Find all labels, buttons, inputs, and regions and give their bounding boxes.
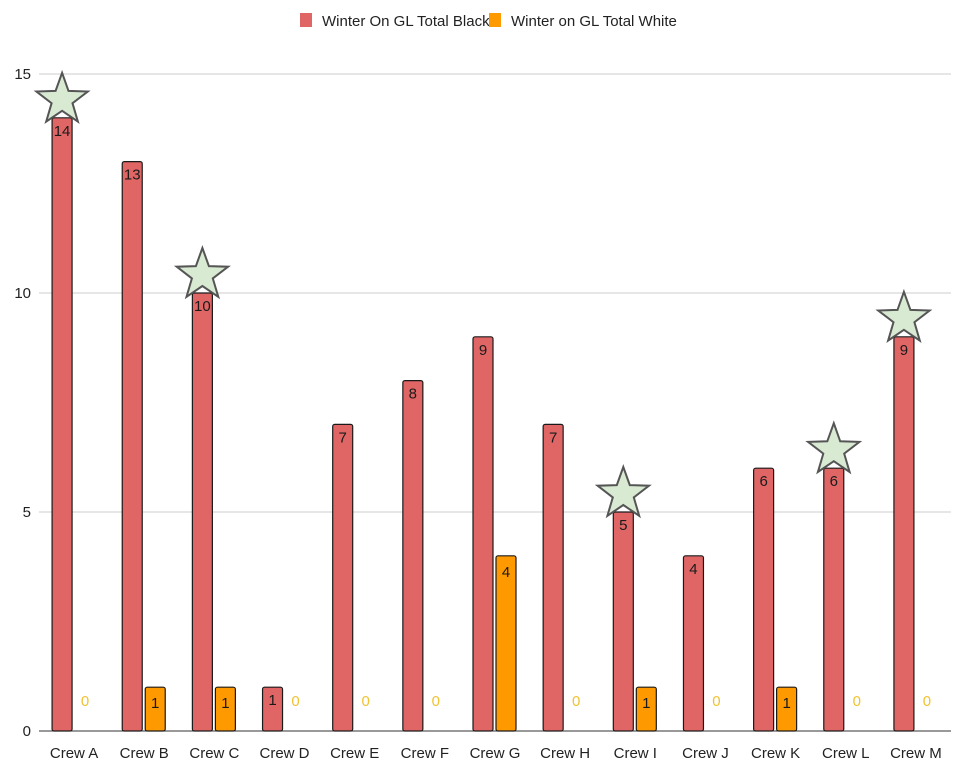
bar-black-crew-c (191, 292, 213, 732)
legend-swatch-winter-on-gl-total-black (300, 13, 312, 27)
data-label-black-crew-l: 6 (830, 473, 838, 490)
legend-label-winter-on-gl-total-white: Winter on GL Total White (511, 13, 677, 30)
bar-black-crew-i (612, 511, 634, 732)
star-marker-crew-a (33, 69, 91, 125)
data-label-white-crew-f: 0 (432, 693, 440, 710)
bar-black-crew-g (472, 336, 494, 732)
x-tick-label-crew-m: Crew M (890, 745, 942, 762)
data-label-white-crew-e: 0 (362, 693, 370, 710)
x-tick-label-crew-i: Crew I (614, 745, 657, 762)
data-label-black-crew-a: 14 (54, 123, 71, 140)
data-label-black-crew-f: 8 (409, 386, 417, 403)
bar-white-crew-g (495, 555, 517, 732)
data-label-black-crew-m: 9 (900, 342, 908, 359)
y-tick-label-10: 10 (14, 285, 31, 302)
bar-white-crew-c (214, 686, 236, 732)
bar-black-crew-b (121, 161, 143, 732)
data-label-black-crew-h: 7 (549, 429, 557, 446)
data-label-black-crew-k: 6 (759, 473, 767, 490)
data-label-black-crew-d: 1 (268, 692, 276, 709)
star-marker-crew-c (173, 245, 231, 300)
data-label-white-crew-d: 0 (291, 693, 299, 710)
data-label-white-crew-l: 0 (853, 693, 861, 710)
bar-black-crew-a (51, 117, 73, 732)
legend-label-winter-on-gl-total-black: Winter On GL Total Black (322, 13, 490, 30)
legend-swatch-winter-on-gl-total-white (489, 13, 501, 27)
y-tick-label-0: 0 (23, 723, 31, 740)
x-tick-label-crew-d: Crew D (260, 745, 310, 762)
data-label-black-crew-i: 5 (619, 517, 627, 534)
x-tick-label-crew-b: Crew B (120, 745, 169, 762)
data-label-white-crew-j: 0 (712, 693, 720, 710)
data-label-black-crew-c: 10 (194, 298, 211, 315)
data-label-white-crew-k: 1 (782, 695, 790, 712)
bar-white-crew-b (144, 686, 166, 732)
star-marker-crew-l (805, 420, 863, 475)
data-label-white-crew-h: 0 (572, 693, 580, 710)
x-tick-label-crew-k: Crew K (751, 745, 800, 762)
data-label-black-crew-g: 9 (479, 342, 487, 359)
chart-legend: Winter On GL Total Black Winter on GL Tot… (300, 13, 677, 30)
x-tick-label-crew-h: Crew H (540, 745, 590, 762)
star-markers (33, 69, 933, 519)
x-tick-label-crew-l: Crew L (822, 745, 870, 762)
star-marker-crew-i (594, 464, 652, 519)
data-label-white-crew-b: 1 (151, 695, 159, 712)
data-label-black-crew-j: 4 (689, 561, 697, 578)
x-tick-label-crew-c: Crew C (189, 745, 239, 762)
data-label-black-crew-b: 13 (124, 167, 141, 184)
star-marker-crew-m (875, 288, 933, 344)
x-tick-label-crew-a: Crew A (50, 745, 98, 762)
x-tick-label-crew-g: Crew G (470, 745, 521, 762)
y-tick-label-15: 15 (14, 66, 31, 83)
bar-white-crew-k (776, 686, 798, 732)
x-tick-label-crew-e: Crew E (330, 745, 379, 762)
data-label-white-crew-a: 0 (81, 693, 89, 710)
x-tick-label-crew-f: Crew F (401, 745, 449, 762)
data-label-black-crew-e: 7 (339, 429, 347, 446)
bar-black-crew-e (332, 423, 354, 732)
data-label-white-crew-g: 4 (502, 564, 510, 581)
bar-black-crew-k (753, 467, 775, 732)
bar-black-crew-m (893, 336, 915, 732)
bar-black-crew-l (823, 467, 845, 732)
bar-white-crew-i (635, 686, 657, 732)
bars (51, 117, 915, 732)
bar-black-crew-d (261, 686, 284, 732)
bar-black-crew-j (682, 555, 705, 732)
data-label-white-crew-m: 0 (923, 693, 931, 710)
y-axis-tick-labels: 0 5 10 15 (14, 66, 31, 740)
bar-black-crew-f (402, 380, 424, 732)
data-label-white-crew-i: 1 (642, 695, 650, 712)
gridlines (39, 73, 951, 732)
x-axis-tick-labels: Crew A Crew B Crew C Crew D Crew E Crew F Crew… (50, 745, 942, 762)
y-tick-label-5: 5 (23, 504, 31, 521)
data-label-white-crew-c: 1 (221, 695, 229, 712)
bar-black-crew-h (542, 423, 564, 732)
x-tick-label-crew-j: Crew J (682, 745, 729, 762)
